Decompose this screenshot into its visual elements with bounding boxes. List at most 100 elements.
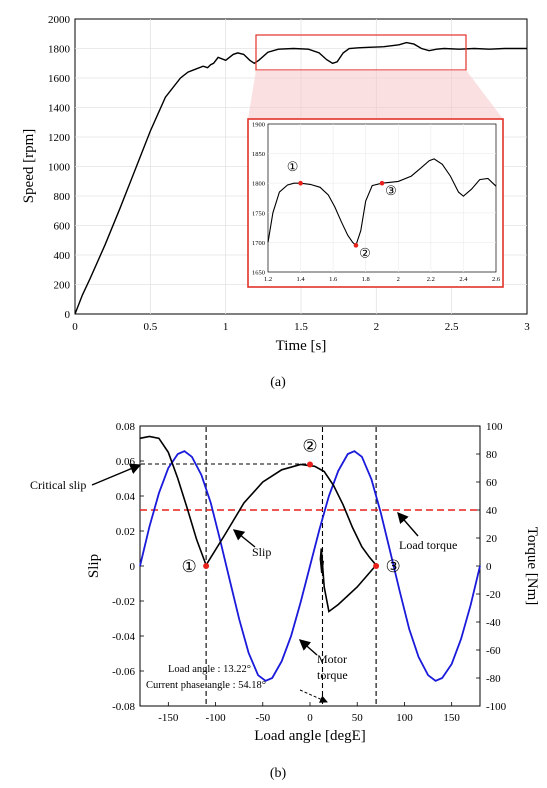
- panel-b-ytick-label: -0.04: [112, 631, 135, 643]
- panel-a-ylabel: Speed [rpm]: [21, 129, 37, 204]
- load-angle-annotation: Load angle : 13.22°: [168, 664, 251, 675]
- operating-points: ① ② ③: [181, 437, 400, 577]
- panel-b-y2tick-label: 80: [486, 449, 498, 461]
- zoom-projection: [248, 70, 503, 119]
- panel-b-y2tick-label: 100: [486, 421, 503, 433]
- inset-ytick-label: 1700: [252, 240, 265, 247]
- panel-a-ytick-label: 1600: [48, 73, 71, 85]
- inset-xtick-label: 1.2: [264, 276, 272, 283]
- panel-b-ytick-label: 0.06: [116, 456, 136, 468]
- motor-torque-arrow: [298, 639, 318, 656]
- operating-point-label: ②: [302, 437, 317, 456]
- panel-a-xtick-label: 2.5: [445, 321, 459, 333]
- panel-b-xtick-label: 150: [443, 712, 460, 724]
- panel-b-tick-labels: -150 -100 -50 0 50 100 150 -0.08 -0.06 -0.04 -0.02…: [112, 421, 507, 724]
- panel-a-ytick-label: 1400: [48, 103, 71, 115]
- load-torque-arrow: [397, 511, 419, 537]
- inset-ytick-label: 1900: [252, 122, 265, 129]
- panel-b-y2tick-label: 20: [486, 533, 498, 545]
- panel-a-xtick-label: 0: [72, 321, 78, 333]
- panel-b-caption: (b): [270, 766, 287, 781]
- panel-b-y2tick-label: 40: [486, 505, 498, 517]
- panel-a-ytick-label: 1800: [48, 44, 71, 56]
- panel-a-xtick-label: 0.5: [143, 321, 157, 333]
- panel-b-ytick-label: -0.06: [112, 666, 135, 678]
- current-phase-angle-annotation: Current phase angle : 54.18°: [146, 680, 266, 691]
- panel-b-y2tick-label: -20: [486, 589, 501, 601]
- panel-b-ytick-label: -0.08: [112, 701, 135, 713]
- panel-b-ytick-label: 0.08: [116, 421, 136, 433]
- panel-b-ytick-label: 0.04: [116, 491, 136, 503]
- inset-xtick-label: 2.6: [492, 276, 501, 283]
- panel-a-ytick-label: 1200: [48, 132, 71, 144]
- panel-b-ytick-label: 0.02: [116, 526, 135, 538]
- inset-marker-point: [379, 180, 385, 186]
- panel-b-xtick-label: 50: [352, 712, 364, 724]
- motor-torque-label-1: Motor: [317, 652, 347, 666]
- slip-curve: [139, 435, 378, 613]
- panel-b-xtick-label: 100: [396, 712, 413, 724]
- panel-b-xlabel: Load angle [degE]: [254, 728, 366, 744]
- inset-tick-labels: 1.2 1.4 1.6 1.8 2 2.2 2.4 2.6 1650 1700 1750 1800 18…: [252, 122, 501, 284]
- panel-a-caption: (a): [270, 375, 286, 390]
- operating-point-marker: [373, 563, 380, 569]
- inset-xtick-label: 1.6: [329, 276, 338, 283]
- panel-a-ytick-label: 2000: [48, 14, 71, 26]
- motor-torque-curve: [139, 450, 481, 682]
- panel-a-tick-labels: 0 0.5 1 1.5 2 2.5 3 0 200 400 600 800 1000 1200 1400 16…: [48, 14, 530, 333]
- panel-a: 0 0.5 1 1.5 2 2.5 3 0 200 400 600 800 1000 1200 1400 16…: [21, 14, 530, 390]
- panel-b: -150 -100 -50 0 50 100 150 -0.08 -0.06 -0.04 -0.02…: [30, 421, 540, 781]
- slip-label: Slip: [252, 545, 271, 559]
- critical-slip-arrow: [91, 463, 142, 486]
- panel-b-y2tick-label: -100: [486, 701, 507, 713]
- inset-ytick-label: 1650: [252, 270, 265, 277]
- inset-marker-label: ③: [385, 183, 397, 198]
- panel-b-ylabel: Slip: [86, 554, 102, 578]
- slip-arrow: [232, 529, 256, 548]
- critical-slip-label: Critical slip: [30, 478, 86, 492]
- panel-a-ytick-label: 600: [54, 221, 71, 233]
- panel-b-xtick-label: -150: [158, 712, 179, 724]
- panel-a-xtick-label: 1.5: [294, 321, 308, 333]
- load-torque-label: Load torque: [399, 538, 457, 552]
- panel-a-xtick-label: 3: [524, 321, 530, 333]
- panel-b-y2tick-label: -60: [486, 645, 501, 657]
- inset-plot-area: [267, 123, 497, 273]
- inset-xtick-label: 2: [397, 276, 400, 283]
- inset-xtick-label: 1.4: [297, 276, 306, 283]
- operating-point-marker: [307, 461, 313, 468]
- panel-b-y2tick-label: 0: [486, 561, 492, 573]
- inset-marker-point: [298, 180, 303, 186]
- inset-ytick-label: 1850: [252, 151, 265, 158]
- panel-a-speed-line: [74, 41, 527, 315]
- operating-point-label: ①: [181, 557, 196, 576]
- operating-point-label: ③: [385, 557, 400, 576]
- panel-a-xlabel: Time [s]: [276, 338, 327, 354]
- panel-b-xtick-label: -50: [255, 712, 270, 724]
- inset-marker-label: ②: [359, 245, 371, 260]
- panel-b-ytick-label: 0: [130, 561, 136, 573]
- panel-b-xtick-label: 0: [307, 712, 313, 724]
- inset-markers: ① ② ③: [287, 159, 397, 260]
- panel-b-y2tick-label: -40: [486, 617, 501, 629]
- panel-a-ytick-label: 0: [65, 309, 71, 321]
- panel-b-y2label: Torque [Nm]: [524, 527, 540, 606]
- panel-b-y2tick-label: -80: [486, 673, 501, 685]
- inset-xtick-label: 1.8: [362, 276, 370, 283]
- panel-a-xtick-label: 1: [223, 321, 229, 333]
- panel-b-y2tick-label: 60: [486, 477, 498, 489]
- panel-b-xtick-label: -100: [205, 712, 226, 724]
- panel-a-ytick-label: 400: [54, 250, 71, 262]
- inset-marker-point: [353, 243, 359, 248]
- inset-ytick-label: 1800: [252, 181, 265, 188]
- panel-a-ytick-label: 800: [54, 191, 71, 203]
- inset-xtick-label: 2.4: [459, 276, 468, 283]
- panel-b-ytick-label: -0.02: [112, 596, 135, 608]
- motor-torque-label-2: torque: [317, 668, 348, 682]
- panel-a-xtick-label: 2: [374, 321, 380, 333]
- inset-marker-label: ①: [287, 159, 299, 174]
- panel-a-ytick-label: 200: [54, 280, 71, 292]
- inset-ytick-label: 1750: [252, 210, 265, 217]
- operating-point-marker: [203, 563, 210, 569]
- panel-a-ytick-label: 1000: [48, 162, 71, 174]
